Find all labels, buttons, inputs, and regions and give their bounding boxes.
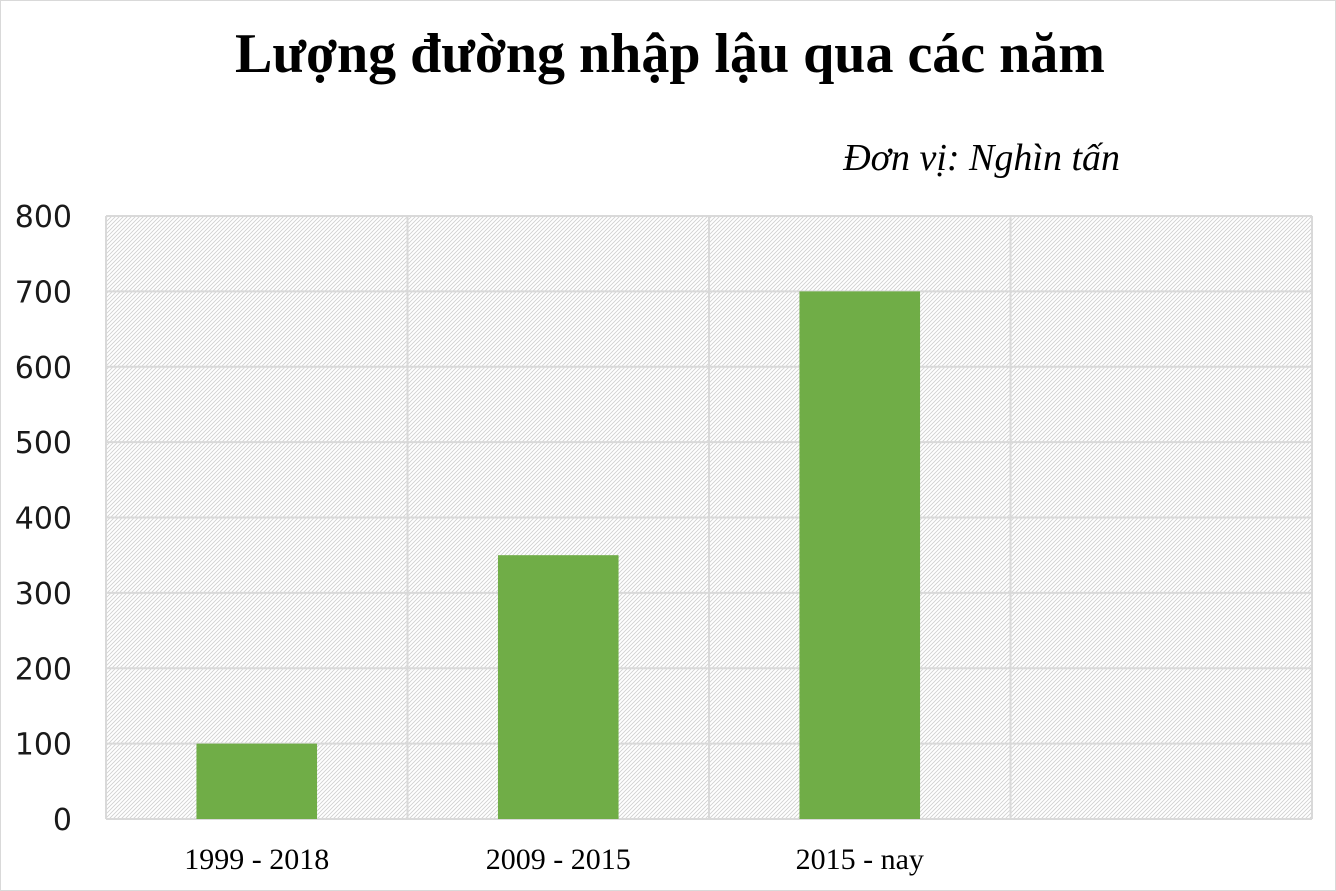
x-axis-categories: 1999 - 2018 2009 - 2015 2015 - nay [184, 843, 924, 876]
bars [196, 291, 921, 819]
y-tick-label: 800 [15, 200, 72, 235]
bar-2 [799, 291, 921, 819]
y-tick-label: 500 [15, 426, 72, 461]
x-category-label: 2009 - 2015 [486, 843, 631, 876]
y-tick-label: 300 [15, 577, 72, 612]
y-axis-ticks: 0 100 200 300 400 500 600 700 800 [15, 200, 72, 838]
chart-title: Lượng đường nhập lậu qua các năm [235, 23, 1105, 85]
unit-label: Đơn vị: Nghìn tấn [843, 137, 1120, 179]
y-tick-label: 0 [53, 803, 72, 838]
y-tick-label: 100 [15, 728, 72, 763]
bar-0 [196, 743, 318, 819]
y-tick-label: 400 [15, 502, 72, 537]
y-tick-label: 700 [15, 275, 72, 310]
x-category-label: 1999 - 2018 [184, 843, 329, 876]
y-tick-label: 200 [15, 652, 72, 687]
bar-1 [497, 555, 619, 819]
y-tick-label: 600 [15, 351, 72, 386]
x-category-label: 2015 - nay [796, 843, 924, 876]
